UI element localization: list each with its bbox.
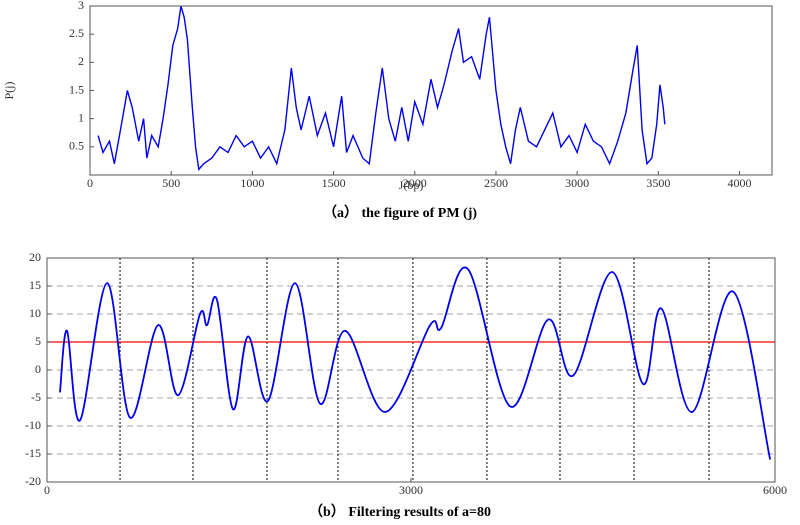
y-tick-label: -15 — [25, 446, 41, 460]
y-tick-label: 10 — [29, 306, 41, 320]
y-tick-label: 2 — [78, 54, 84, 68]
y-tick-label: 0 — [35, 362, 41, 376]
caption: （a） the figure of PM (j) — [323, 205, 477, 221]
x-axis-label: J(bp) — [399, 178, 424, 192]
x-tick-label: 6000 — [763, 483, 787, 497]
x-tick-label: 1500 — [322, 176, 346, 190]
y-tick-label: -5 — [31, 390, 41, 404]
y-tick-label: 1.5 — [69, 82, 84, 96]
plot-frame — [89, 5, 773, 176]
y-tick-label: 20 — [29, 250, 41, 264]
x-tick-label: 0 — [44, 483, 50, 497]
data-line — [97, 5, 666, 171]
data-line — [59, 266, 772, 460]
y-axis-label: P(j) — [2, 81, 16, 99]
x-tick-label: 3500 — [646, 176, 670, 190]
y-tick-label: -20 — [25, 474, 41, 488]
x-tick-label: 3000 — [565, 176, 589, 190]
x-tick-label: 500 — [162, 176, 180, 190]
y-tick-label: 2.5 — [69, 26, 84, 40]
caption: （b） Filtering results of a=80 — [309, 504, 491, 520]
y-tick-label: -10 — [25, 418, 41, 432]
x-tick-label: 1000 — [240, 176, 264, 190]
x-tick-label: 3000 — [399, 483, 423, 497]
y-tick-label: 1 — [78, 110, 84, 124]
y-tick-label: 0.5 — [69, 139, 84, 153]
x-tick-label: 0 — [87, 176, 93, 190]
x-tick-label: 2500 — [484, 176, 508, 190]
y-tick-label: 15 — [29, 278, 41, 292]
y-tick-label: 3 — [78, 0, 84, 12]
y-tick-label: 5 — [35, 334, 41, 348]
x-tick-label: 4000 — [728, 176, 752, 190]
x-tick-label: 2000 — [403, 176, 427, 190]
